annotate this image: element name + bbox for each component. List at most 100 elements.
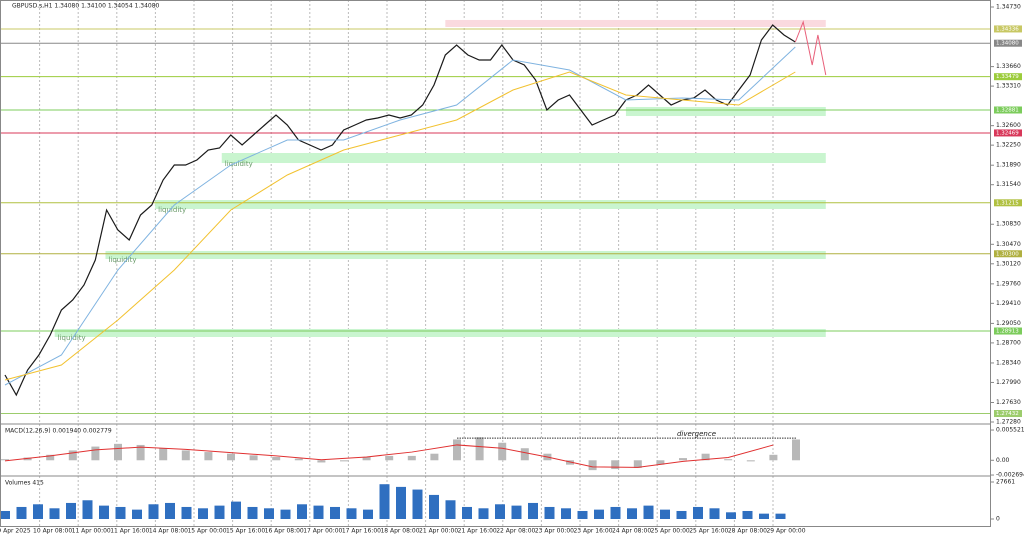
macd-bar bbox=[294, 458, 303, 461]
macd-bar bbox=[656, 460, 665, 465]
macd-bar bbox=[453, 439, 461, 461]
volume-bar bbox=[462, 506, 472, 519]
volume-bar bbox=[297, 504, 307, 519]
y-tick-label: 0.005521 bbox=[996, 427, 1024, 434]
macd-bar bbox=[611, 460, 620, 470]
macd-bar bbox=[566, 460, 574, 465]
volume-title: Volumes 415 bbox=[5, 480, 44, 487]
y-tick-label: 1.33310 bbox=[996, 83, 1021, 90]
level-tag bbox=[994, 73, 1022, 81]
x-tick-label: 29 Apr 00:00 bbox=[766, 528, 805, 535]
level-label: 1.28913 bbox=[996, 329, 1019, 335]
x-tick-label: 25 Apr 00:00 bbox=[651, 528, 690, 535]
volume-bar bbox=[330, 506, 340, 519]
volume-bar bbox=[742, 510, 753, 519]
y-tick-label: 0.00 bbox=[996, 457, 1010, 464]
x-tick-label: 21 Apr 00:00 bbox=[419, 528, 458, 535]
y-tick-label: 1.28700 bbox=[996, 339, 1021, 346]
macd-bar bbox=[114, 443, 122, 461]
macd-bar bbox=[792, 439, 800, 461]
x-tick-label: 10 Apr 08:00 bbox=[33, 528, 72, 535]
volume-bar bbox=[775, 513, 786, 519]
macd-bar bbox=[46, 454, 55, 461]
volume-bar bbox=[264, 508, 274, 519]
macd-bar bbox=[91, 446, 100, 461]
volume-bar bbox=[363, 509, 373, 519]
macd-bar bbox=[23, 457, 32, 461]
y-tick-label: 0 bbox=[996, 516, 1000, 523]
volume-bar bbox=[280, 509, 291, 519]
zone bbox=[221, 153, 826, 164]
macd-bar bbox=[520, 448, 529, 461]
volume-bar bbox=[511, 505, 522, 519]
volume-bar bbox=[660, 509, 670, 519]
volume-bar bbox=[66, 502, 76, 519]
volume-bar bbox=[445, 500, 456, 519]
y-tick-label: 1.31890 bbox=[996, 162, 1021, 169]
macd-bar bbox=[249, 455, 258, 461]
y-tick-label: 1.27280 bbox=[996, 419, 1021, 426]
y-tick-label: 1.27990 bbox=[996, 379, 1021, 386]
level-tag bbox=[994, 129, 1022, 137]
y-tick-label: -0.002694 bbox=[996, 472, 1024, 479]
volume-bar bbox=[247, 506, 258, 519]
x-tick-label: 22 Apr 08:00 bbox=[496, 528, 535, 535]
volume-bar bbox=[132, 509, 142, 519]
macd-bar bbox=[746, 460, 755, 462]
x-tick-label: 23 Apr 16:00 bbox=[573, 528, 612, 535]
zone-label: liquidity bbox=[108, 256, 136, 264]
zone bbox=[625, 106, 826, 117]
volume-bar bbox=[33, 504, 43, 519]
level-tag bbox=[994, 39, 1022, 47]
signal-line bbox=[4, 444, 774, 468]
macd-bar bbox=[1, 459, 9, 461]
x-tick-label: 14 Apr 08:00 bbox=[149, 528, 188, 535]
level-tag bbox=[994, 106, 1022, 114]
zone-label: liquidity bbox=[158, 206, 186, 214]
x-tick-label: 18 Apr 08:00 bbox=[380, 528, 419, 535]
macd-bar bbox=[181, 450, 190, 461]
volume-bar bbox=[709, 508, 720, 519]
volume-bar bbox=[693, 506, 703, 519]
macd-bar bbox=[227, 453, 235, 461]
macd-bar bbox=[633, 460, 642, 468]
y-tick-label: 1.29760 bbox=[996, 280, 1021, 287]
x-tick-label: 23 Apr 00:00 bbox=[535, 528, 574, 535]
volume-bar bbox=[478, 508, 489, 519]
level-tag bbox=[994, 250, 1022, 258]
volume-bar bbox=[181, 506, 192, 519]
volume-bar bbox=[726, 512, 736, 519]
volume-bar bbox=[544, 506, 555, 519]
level-label: 1.31215 bbox=[996, 200, 1019, 206]
x-tick-label: 15 Apr 16:00 bbox=[226, 528, 265, 535]
y-tick-label: 1.29050 bbox=[996, 320, 1021, 327]
y-tick-label: 1.27630 bbox=[996, 399, 1021, 406]
x-tick-label: 11 Apr 16:00 bbox=[110, 528, 149, 535]
volume-bar bbox=[495, 504, 505, 519]
macd-bar bbox=[701, 453, 710, 461]
y-tick-label: 1.30470 bbox=[996, 241, 1021, 248]
level-label: 1.32469 bbox=[996, 130, 1019, 136]
volume-bar bbox=[627, 508, 637, 519]
x-tick-label: 17 Apr 16:00 bbox=[342, 528, 381, 535]
level-label: 1.34336 bbox=[996, 26, 1019, 32]
level-tag bbox=[994, 410, 1022, 418]
volume-bar bbox=[610, 506, 621, 519]
x-tick-label: 11 Apr 00:00 bbox=[72, 528, 111, 535]
volume-bar bbox=[676, 510, 687, 519]
x-tick-label: 24 Apr 08:00 bbox=[612, 528, 651, 535]
volume-bar bbox=[429, 494, 439, 519]
y-tick-label: 27661 bbox=[996, 478, 1015, 485]
macd-bar bbox=[430, 453, 439, 461]
macd-bar bbox=[272, 456, 281, 461]
level-label: 1.27432 bbox=[996, 411, 1019, 417]
y-tick-label: 1.32600 bbox=[996, 122, 1021, 129]
macd-bar bbox=[68, 450, 77, 461]
macd-bar bbox=[498, 442, 507, 461]
chart-title: GBPUSD.s,H1 1.34080 1.34100 1.34054 1.34… bbox=[12, 3, 160, 10]
macd-bar bbox=[159, 448, 168, 461]
macd-bar bbox=[136, 444, 145, 461]
macd-bar bbox=[340, 460, 348, 462]
